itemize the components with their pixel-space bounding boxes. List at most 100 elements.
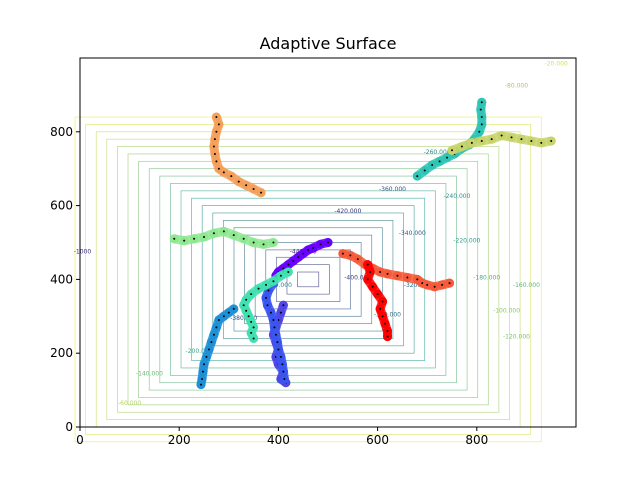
paths: [169, 97, 556, 390]
path-dot: [451, 149, 453, 152]
path-dot: [183, 239, 186, 242]
contour-labels: -20.000 -60.000 -80.000 -140.000 -120.000 -16…: [74, 60, 568, 406]
path-dot: [423, 169, 426, 172]
contour-line: [85, 124, 532, 435]
path-dot: [297, 256, 300, 259]
path-dot: [416, 278, 419, 281]
path-dot: [215, 326, 218, 329]
path-dot: [550, 140, 553, 143]
path-dot: [245, 184, 248, 187]
path-dot: [281, 363, 284, 366]
path-dot: [203, 363, 205, 366]
contour-label: -360.000: [379, 186, 406, 193]
path-dot: [384, 322, 387, 325]
contour-label: -420.000: [334, 208, 361, 215]
series-path: [196, 304, 239, 390]
contour-label: -260.000: [424, 149, 451, 156]
path-dot: [212, 145, 215, 148]
path-dot: [287, 271, 290, 274]
path-dot: [421, 282, 424, 285]
path-dot: [252, 326, 255, 329]
series-path: [261, 278, 289, 384]
path-dot: [203, 235, 205, 238]
path-dot: [282, 370, 285, 373]
path-dot: [307, 248, 310, 251]
path-dot: [213, 152, 216, 155]
path-dot: [381, 300, 384, 303]
series-path: [239, 267, 293, 343]
path-dot: [480, 116, 483, 119]
path-dot: [292, 259, 295, 262]
path-dot: [274, 333, 277, 336]
contour-label: -340.000: [399, 230, 426, 237]
path-dot: [282, 304, 285, 307]
x-tick-label: 600: [366, 433, 389, 447]
path-dot: [302, 252, 305, 255]
path-dot: [448, 282, 451, 285]
contour-label: -380.000: [230, 315, 257, 322]
path-dot: [520, 138, 523, 141]
series-path: [363, 260, 393, 342]
chart-title: Adaptive Surface: [260, 34, 397, 53]
path-dot: [222, 315, 225, 318]
path-dot: [252, 241, 255, 244]
path-dot: [379, 307, 382, 310]
path-dot: [207, 348, 210, 351]
contour-line: [297, 271, 320, 288]
path-dot: [262, 243, 265, 246]
x-tick-label: 400: [267, 433, 290, 447]
contour-line: [74, 116, 542, 443]
path-dot: [277, 348, 280, 351]
contour-line: [148, 168, 468, 391]
path-dot: [480, 101, 483, 104]
path-dot: [433, 285, 436, 288]
x-tick-label: 0: [76, 433, 84, 447]
path-dot: [446, 156, 449, 159]
path-dot: [287, 263, 290, 266]
path-dot: [312, 247, 315, 250]
path-dot: [272, 280, 275, 283]
contour-line: [117, 146, 500, 413]
contour-label: -80.000: [505, 83, 528, 90]
path-dot: [386, 330, 389, 333]
path-dot: [283, 378, 286, 381]
contour-label: -180.000: [473, 274, 500, 281]
y-tick-label: 600: [50, 199, 73, 213]
path-dot: [242, 237, 245, 240]
contour-line: [180, 190, 436, 369]
path-dot: [213, 138, 216, 141]
contour-label: -60.000: [118, 400, 141, 407]
series-path: [169, 226, 278, 249]
path-dot: [341, 252, 344, 255]
path-dot: [250, 320, 253, 323]
path-dot: [272, 241, 275, 244]
path-dot: [279, 274, 282, 277]
x-tick-label: 800: [465, 433, 488, 447]
path-dot: [273, 326, 276, 329]
path-dot: [369, 271, 372, 274]
path-dot: [396, 274, 399, 277]
contour-line: [254, 242, 362, 317]
path-dot: [217, 318, 220, 321]
contour-label: -100.000: [493, 308, 520, 315]
path-dot: [212, 232, 215, 235]
path-dot: [193, 237, 196, 240]
path-dot: [386, 335, 389, 338]
path-dot: [441, 283, 444, 286]
y-tick-label: 800: [50, 125, 73, 139]
contour-line: [138, 160, 479, 398]
contour-label: -1000: [74, 249, 92, 256]
path-dot: [470, 141, 473, 144]
path-dot: [265, 296, 267, 299]
path-dot: [232, 234, 235, 237]
contour-label: -200.000: [186, 348, 213, 355]
path-dot: [252, 187, 255, 190]
contour-label: -160.000: [513, 282, 540, 289]
path-dot: [272, 318, 275, 321]
contour-label: -280.000: [265, 282, 292, 289]
path-dot: [366, 263, 369, 266]
path-dot: [250, 293, 253, 296]
path-dot: [217, 167, 220, 170]
path-dot: [478, 130, 481, 133]
